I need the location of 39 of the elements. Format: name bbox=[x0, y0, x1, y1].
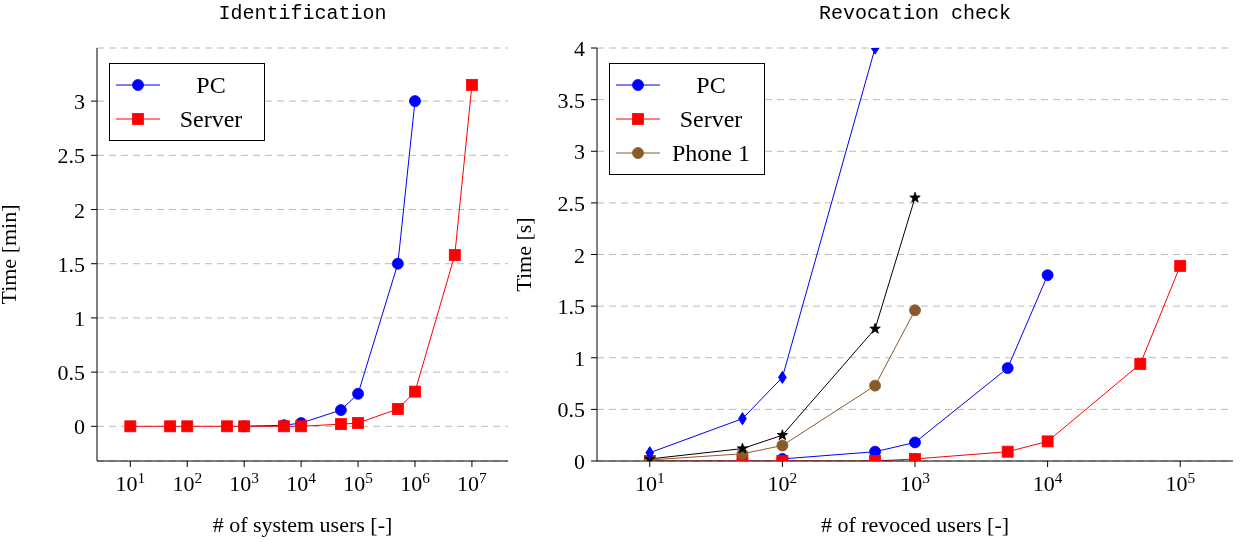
x-tick-label: 10$^{1}$ bbox=[115, 468, 146, 496]
y-tick-label: 1 bbox=[74, 305, 85, 331]
y-tick-label: 2 bbox=[574, 242, 585, 268]
y-tick-label: 0.5 bbox=[57, 360, 85, 386]
y-tick-label: 3.5 bbox=[557, 87, 585, 113]
x-tick-label: 10$^{7}$ bbox=[457, 468, 488, 496]
y-tick-label: 2 bbox=[74, 197, 85, 223]
y-tick-label: 1.5 bbox=[57, 251, 85, 277]
legend-label: PC bbox=[695, 71, 727, 99]
x-tick-label: 10$^{5}$ bbox=[343, 468, 374, 496]
y-tick-label: 1.5 bbox=[557, 294, 585, 320]
x-tick-label: 10$^{2}$ bbox=[172, 468, 203, 496]
chart-title: Revocation check bbox=[818, 2, 1012, 25]
legend-label: Server bbox=[678, 105, 744, 133]
legend-label: PC bbox=[195, 71, 227, 99]
y-tick-label: 0.5 bbox=[557, 397, 585, 423]
y-tick-label: 3 bbox=[74, 89, 85, 115]
x-tick-label: 10$^{3}$ bbox=[900, 468, 931, 496]
x-axis-title: # of revoced users [-] bbox=[820, 512, 1010, 537]
x-tick-label: 10$^{4}$ bbox=[286, 468, 317, 496]
x-tick-label: 10$^{5}$ bbox=[1165, 468, 1196, 496]
x-tick-label: 10$^{1}$ bbox=[634, 468, 665, 496]
y-tick-label: 2.5 bbox=[557, 190, 585, 216]
y-axis-title: Time [s] bbox=[510, 217, 536, 292]
y-tick-label: 2.5 bbox=[57, 143, 85, 169]
y-tick-label: 4 bbox=[574, 36, 585, 61]
x-tick-label: 10$^{4}$ bbox=[1032, 468, 1063, 496]
y-tick-label: 1 bbox=[574, 345, 585, 371]
x-tick-label: 10$^{3}$ bbox=[229, 468, 260, 496]
x-tick-label: 10$^{2}$ bbox=[767, 468, 798, 496]
legend-label: Phone 1 bbox=[671, 139, 751, 167]
y-tick-label: 3 bbox=[574, 139, 585, 165]
y-tick-label: 0 bbox=[574, 449, 585, 474]
y-axis-title: Time [min] bbox=[0, 204, 21, 305]
legend-label: Server bbox=[178, 105, 244, 133]
chart-title: Identification bbox=[217, 2, 388, 25]
y-tick-label: 0 bbox=[74, 414, 85, 440]
x-axis-title: # of system users [-] bbox=[212, 512, 393, 537]
x-tick-label: 10$^{6}$ bbox=[400, 468, 431, 496]
